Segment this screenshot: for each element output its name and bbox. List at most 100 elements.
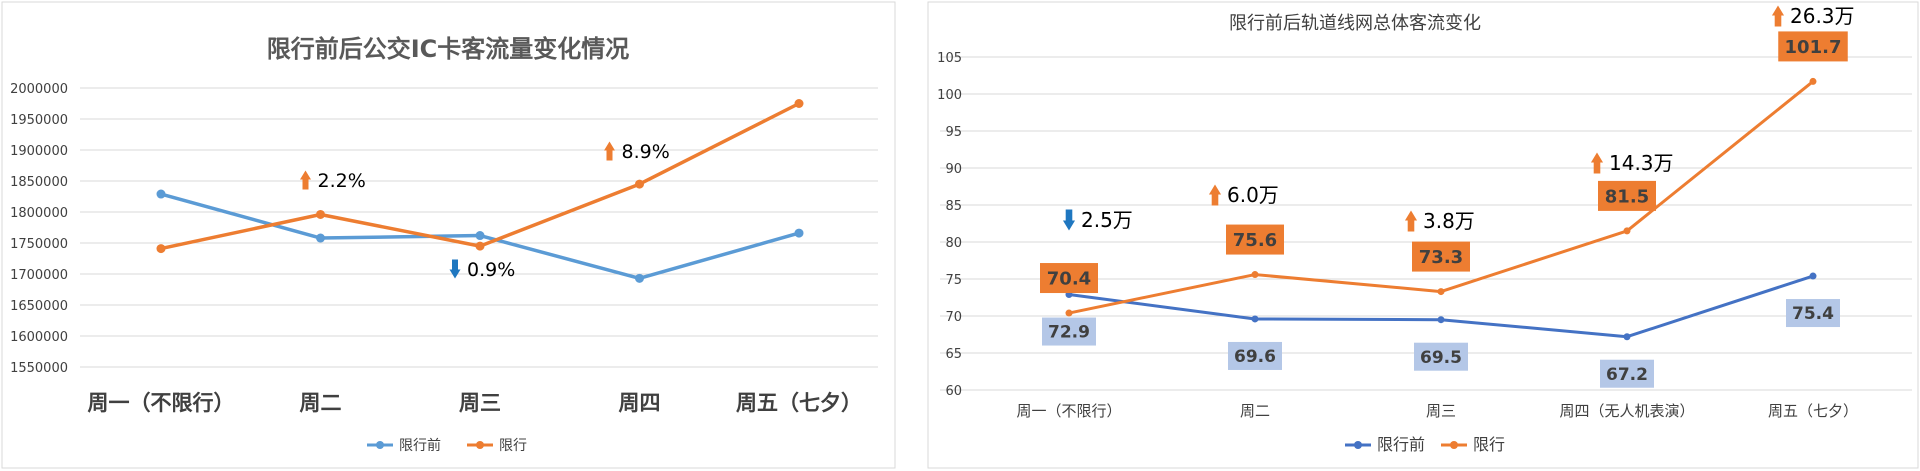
data-label-bg	[1786, 299, 1840, 328]
y-tick-label: 60	[945, 384, 962, 399]
data-label-bg	[1414, 342, 1468, 371]
y-tick-label: 90	[945, 162, 962, 177]
data-label: 73.3	[1419, 247, 1463, 268]
annotation-label: 6.0万	[1227, 183, 1279, 207]
y-tick-label: 85	[945, 199, 962, 214]
y-tick-label: 1950000	[10, 113, 68, 128]
data-label-bg	[1598, 180, 1656, 211]
up-arrow-icon	[1590, 152, 1604, 174]
y-tick-label: 1550000	[10, 361, 68, 376]
data-point	[1251, 315, 1259, 323]
y-tick-label: 1700000	[10, 268, 68, 283]
data-point	[1437, 316, 1445, 324]
left-chart-title: 限行前后公交IC卡客流量变化情况	[267, 35, 630, 63]
data-label: 81.5	[1605, 186, 1649, 207]
y-tick-label: 105	[937, 51, 962, 66]
data-point	[1809, 77, 1817, 85]
x-category-label: 周三	[459, 391, 501, 415]
y-tick-label: 1900000	[10, 144, 68, 159]
right-chart-annotations: 2.5万 6.0万 3.8万 14.3万 26.3万	[1062, 4, 1855, 233]
data-point	[1251, 271, 1259, 279]
x-category-label: 周四	[619, 391, 661, 415]
down-arrow-icon	[449, 259, 461, 279]
y-tick-label: 1650000	[10, 299, 68, 314]
annotation-label: 2.2%	[318, 170, 366, 192]
data-point	[316, 233, 325, 243]
right-chart-series	[1065, 77, 1817, 341]
up-arrow-icon	[1771, 5, 1785, 27]
x-category-label: 周一（不限行）	[88, 391, 235, 415]
data-label: 69.6	[1234, 347, 1276, 367]
left-chart-x-axis: 周一（不限行） 周二 周三 周四 周五（七夕）	[88, 391, 863, 415]
data-label-bg	[1226, 224, 1284, 255]
legend-label: 限行前	[1377, 435, 1425, 454]
left-chart-gridlines	[80, 87, 878, 368]
x-category-label: 周五（七夕）	[1768, 402, 1858, 420]
data-point	[1437, 288, 1445, 296]
data-point	[1623, 333, 1631, 341]
left-chart-series	[156, 99, 804, 283]
y-tick-label: 95	[945, 125, 962, 140]
data-point	[635, 273, 644, 283]
y-tick-label: 70	[945, 310, 962, 325]
data-label-bg	[1778, 31, 1848, 62]
y-tick-label: 2000000	[10, 82, 68, 97]
data-point	[1065, 309, 1073, 317]
data-label: 75.6	[1233, 230, 1277, 251]
up-arrow-icon	[604, 141, 615, 161]
y-tick-label: 1850000	[10, 175, 68, 190]
right-chart-rail-passenger-flow: 限行前后轨道线网总体客流变化 60 65 70 75 80 85 90 95 100 105 周一…	[927, 1, 1919, 469]
up-arrow-icon	[1208, 184, 1222, 206]
legend-label: 限行	[499, 438, 527, 454]
data-point	[635, 179, 644, 189]
data-label: 101.7	[1785, 37, 1842, 58]
legend-swatch-marker	[1450, 441, 1458, 449]
data-point	[1623, 227, 1631, 235]
x-category-label: 周二	[1240, 402, 1270, 420]
annotation-label: 8.9%	[622, 141, 670, 163]
y-tick-label: 1600000	[10, 330, 68, 345]
annotation-label: 2.5万	[1081, 208, 1133, 232]
legend-label: 限行	[1473, 435, 1505, 454]
left-chart-y-axis: 1550000 1600000 1650000 1700000 1750000 18000…	[10, 82, 68, 376]
data-label: 70.4	[1047, 269, 1091, 290]
data-label-bg	[1600, 359, 1654, 388]
annotation-label: 3.8万	[1423, 209, 1475, 233]
annotation-label: 0.9%	[467, 259, 515, 281]
down-arrow-icon	[1062, 209, 1076, 231]
data-label: 69.5	[1420, 348, 1462, 368]
data-point	[156, 189, 166, 199]
right-chart-y-axis: 60 65 70 75 80 85 90 95 100 105	[937, 51, 962, 399]
data-label: 75.4	[1792, 304, 1834, 324]
y-tick-label: 75	[945, 273, 962, 288]
left-chart-annotations: 2.2% 0.9% 8.9%	[300, 141, 670, 281]
x-category-label: 周四（无人机表演）	[1559, 402, 1694, 420]
series-line-0	[1068, 274, 1814, 339]
data-point	[475, 241, 485, 251]
data-point	[475, 231, 485, 241]
right-chart-gridlines	[940, 56, 1912, 391]
series-line-1	[160, 101, 800, 251]
x-category-label: 周二	[300, 391, 342, 415]
right-chart-title: 限行前后轨道线网总体客流变化	[1229, 13, 1481, 34]
series-line-1	[1068, 80, 1814, 315]
data-label: 67.2	[1606, 365, 1648, 385]
legend-label: 限行前	[399, 437, 441, 454]
x-category-label: 周一（不限行）	[1016, 402, 1121, 420]
annotation-label: 26.3万	[1790, 4, 1855, 28]
right-chart-border	[927, 1, 1919, 469]
data-point	[794, 228, 804, 238]
y-tick-label: 1750000	[10, 237, 68, 252]
data-point	[156, 244, 166, 254]
data-point	[316, 209, 325, 219]
annotation-label: 14.3万	[1609, 151, 1674, 175]
y-tick-label: 65	[945, 347, 962, 362]
x-category-label: 周五（七夕）	[736, 391, 862, 415]
up-arrow-icon	[300, 170, 311, 190]
data-point	[1809, 272, 1817, 280]
left-chart-border	[1, 1, 896, 469]
x-category-label: 周三	[1426, 402, 1456, 420]
data-label: 72.9	[1048, 323, 1090, 343]
data-label-bg	[1412, 241, 1470, 272]
